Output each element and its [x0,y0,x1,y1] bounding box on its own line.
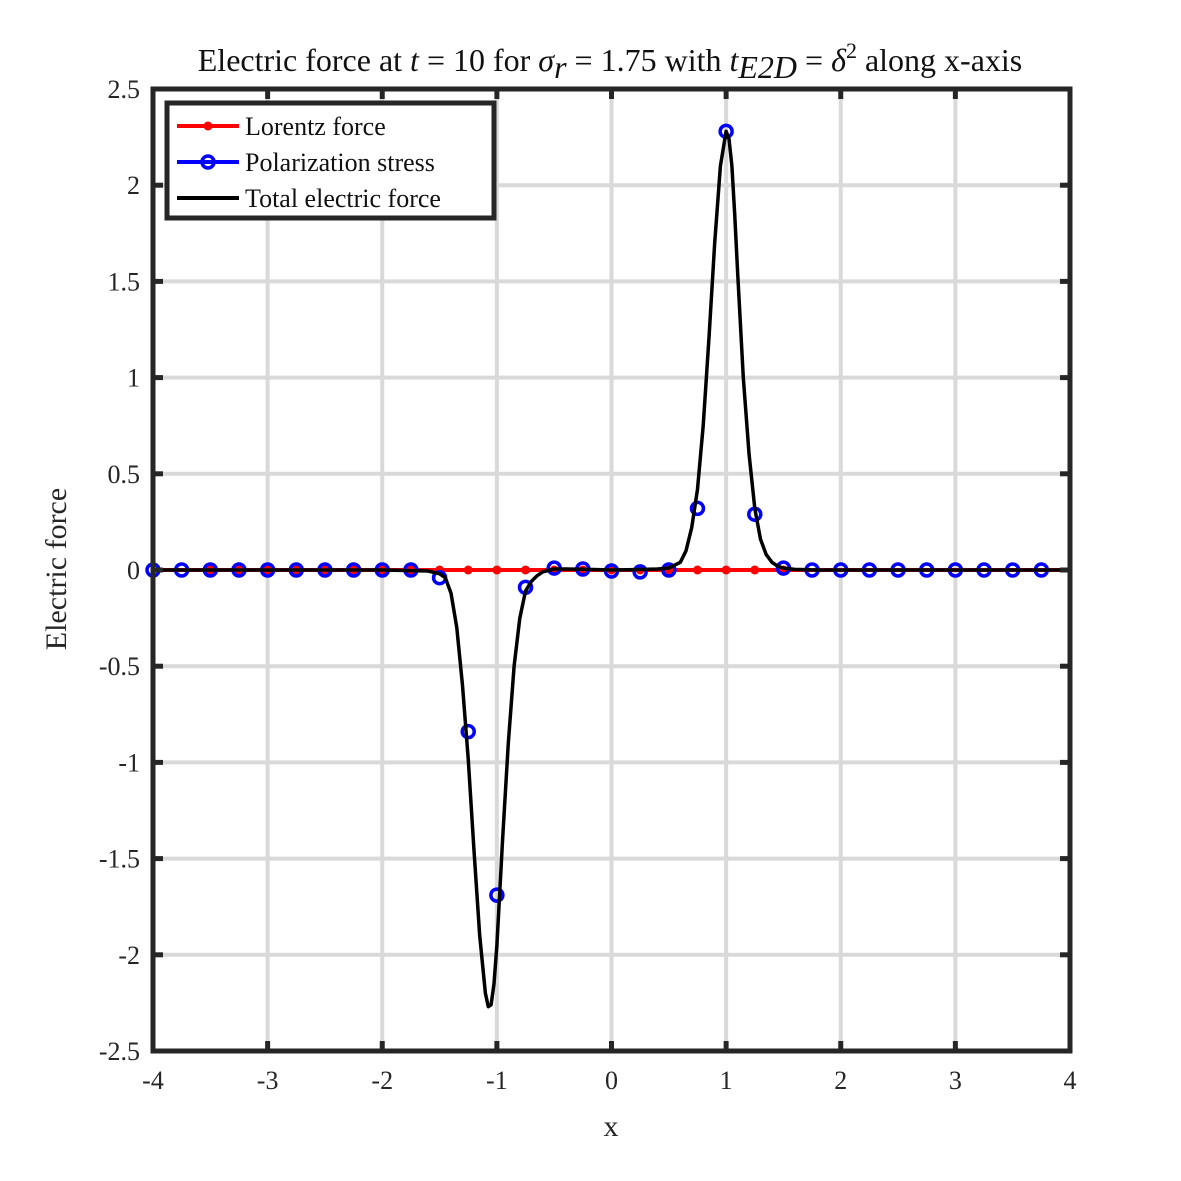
lorentz-force-point [492,565,502,575]
lorentz-force-point [721,565,731,575]
y-tick-label: -0.5 [99,652,140,681]
title-sigma-value: = 1.75 with [567,42,730,78]
title-sigma-symbol: σ [538,42,555,78]
polarization-stress-point [689,500,706,517]
title-te2d-symbol: t [729,42,739,78]
lorentz-force-point [692,565,702,575]
x-axis-label: x [604,1110,619,1143]
y-tick-label: 2 [127,171,140,200]
y-tick-label: 2.5 [108,75,141,104]
y-tick-label: 1.5 [108,267,141,296]
y-tick-label: 0 [127,556,140,585]
title-suffix: along x-axis [857,42,1022,78]
legend: Lorentz force Polarization stress Total el… [164,100,497,221]
title-sigma-sub: r [554,49,567,85]
y-axis-label: Electric force [40,488,73,650]
lorentz-force-point [521,565,531,575]
polarization-stress-point [489,887,505,903]
plot-series [145,123,1070,1009]
title-t-symbol: t [410,42,420,78]
x-tick-label: 1 [720,1066,733,1095]
x-tick-label: 3 [949,1066,962,1095]
y-tick-label: -2.5 [99,1037,140,1066]
tick-labels: -4 -3 -2 -1 0 1 2 3 4 -2.5 -2 -1.5 -1 -0.5 0 0.5 1 1.5 2 2.… [99,75,1077,1095]
x-tick-label: 4 [1064,1066,1077,1095]
title-te2d-sub: E2D [737,49,797,85]
legend-label: Polarization stress [245,148,435,177]
title-equals: = [797,42,831,78]
lorentz-force-point [463,565,473,575]
x-tick-label: -1 [486,1066,508,1095]
lorentz-force-point [750,565,760,575]
legend-label: Lorentz force [245,112,386,141]
chart-title: Electric force at t = 10 for σr = 1.75 w… [198,38,1022,85]
title-t-value: = 10 for [419,42,538,78]
title-delta-symbol: δ [831,42,847,78]
total-electric-force-line [153,129,1070,1009]
x-tick-label: 0 [605,1066,618,1095]
x-tick-label: 2 [834,1066,847,1095]
x-tick-label: -2 [371,1066,393,1095]
y-tick-label: 1 [127,364,140,393]
legend-swatch-marker [200,154,216,170]
x-tick-label: -3 [257,1066,279,1095]
x-tick-label: -4 [142,1066,164,1095]
polarization-stress-point [632,564,648,580]
y-tick-label: -1 [118,748,140,777]
legend-swatch-marker [203,121,213,131]
y-tick-label: 0.5 [108,460,141,489]
legend-label: Total electric force [245,184,441,213]
y-tick-label: -1.5 [99,845,140,874]
title-prefix: Electric force at [198,42,410,78]
title-delta-sup: 2 [846,38,857,63]
plot-axes [150,86,1073,1054]
y-tick-label: -2 [118,941,140,970]
